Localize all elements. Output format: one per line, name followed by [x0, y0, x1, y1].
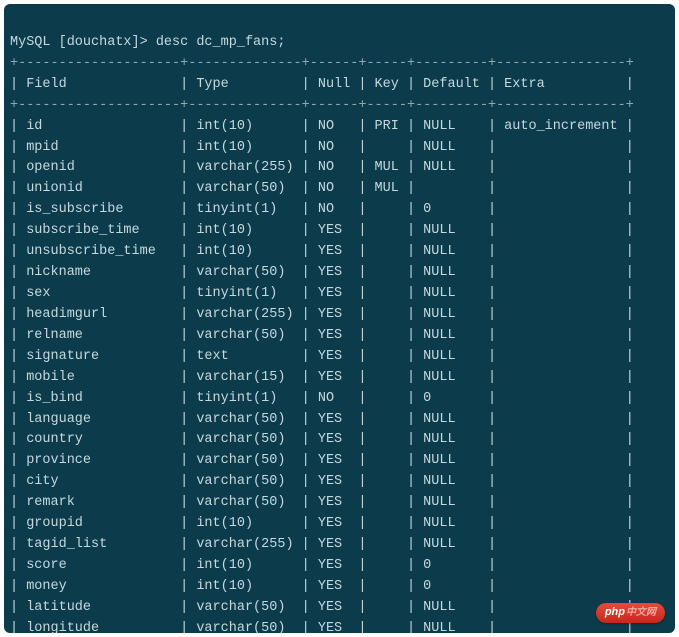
- table-header-row: | Field | Type | Null | Key | Default | …: [10, 77, 634, 92]
- badge-sub: 中文网: [626, 607, 656, 618]
- table-body: | id | int(10) | NO | PRI | NULL | auto_…: [10, 117, 669, 633]
- terminal-window: MySQL [douchatx]> desc dc_mp_fans; +----…: [4, 4, 675, 633]
- command-prompt: MySQL [douchatx]> desc dc_mp_fans;: [10, 35, 285, 50]
- table-separator-mid: +--------------------+--------------+---…: [10, 98, 634, 113]
- table-separator-top: +--------------------+--------------+---…: [10, 56, 634, 71]
- badge-main: php: [605, 606, 625, 618]
- watermark-badge: php中文网: [596, 603, 665, 623]
